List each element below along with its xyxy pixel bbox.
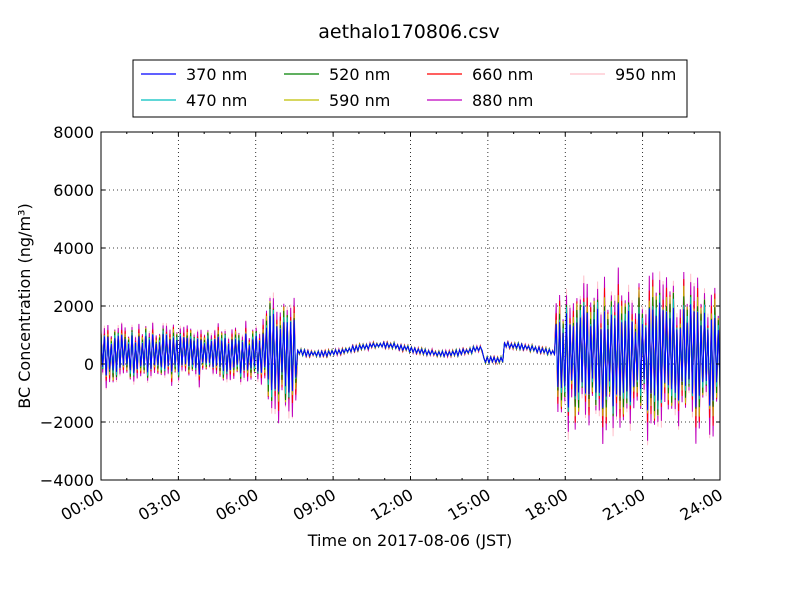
y-tick-labels: −4000 −2000 0 2000 4000 6000 8000	[40, 123, 94, 490]
x-tick-label: 15:00	[444, 485, 493, 525]
legend-label: 520 nm	[329, 65, 390, 84]
x-tick-label: 09:00	[290, 485, 339, 525]
legend-label: 470 nm	[186, 91, 247, 110]
series-line-880-nm	[100, 267, 721, 445]
y-tick-label: −4000	[40, 471, 94, 490]
y-tick-label: 8000	[53, 123, 94, 142]
x-tick-label: 24:00	[677, 485, 726, 525]
x-axis-label: Time on 2017-08-06 (JST)	[307, 531, 512, 550]
y-tick-label: 2000	[53, 297, 94, 316]
x-tick-label: 03:00	[135, 485, 184, 525]
x-tick-labels: 00:00 03:00 06:00 09:00 12:00 15:00 18:00 21:00…	[58, 485, 726, 525]
ticks	[100, 131, 721, 481]
x-tick-label: 12:00	[367, 485, 416, 525]
series-layer	[100, 267, 721, 446]
legend-label: 370 nm	[186, 65, 247, 84]
y-tick-label: 4000	[53, 239, 94, 258]
series-line-370-nm	[100, 302, 721, 410]
x-tick-label: 21:00	[599, 485, 648, 525]
x-tick-label: 18:00	[522, 485, 571, 525]
legend-label: 880 nm	[472, 91, 533, 110]
legend-label: 660 nm	[472, 65, 533, 84]
legend-box	[132, 59, 688, 118]
x-tick-label: 00:00	[58, 485, 107, 525]
y-tick-label: 0	[84, 355, 94, 374]
y-tick-label: 6000	[53, 181, 94, 200]
legend-label: 950 nm	[615, 65, 676, 84]
chart-title: aethalo170806.csv	[318, 21, 500, 43]
x-tick-label: 06:00	[212, 485, 261, 525]
y-tick-label: −2000	[40, 413, 94, 432]
y-axis-label: BC Concentration (ng/m³)	[15, 203, 34, 408]
legend: 370 nm 470 nm 520 nm 590 nm 660 nm 880 nm 950 …	[132, 59, 688, 118]
legend-label: 590 nm	[329, 91, 390, 110]
grid	[101, 132, 720, 480]
